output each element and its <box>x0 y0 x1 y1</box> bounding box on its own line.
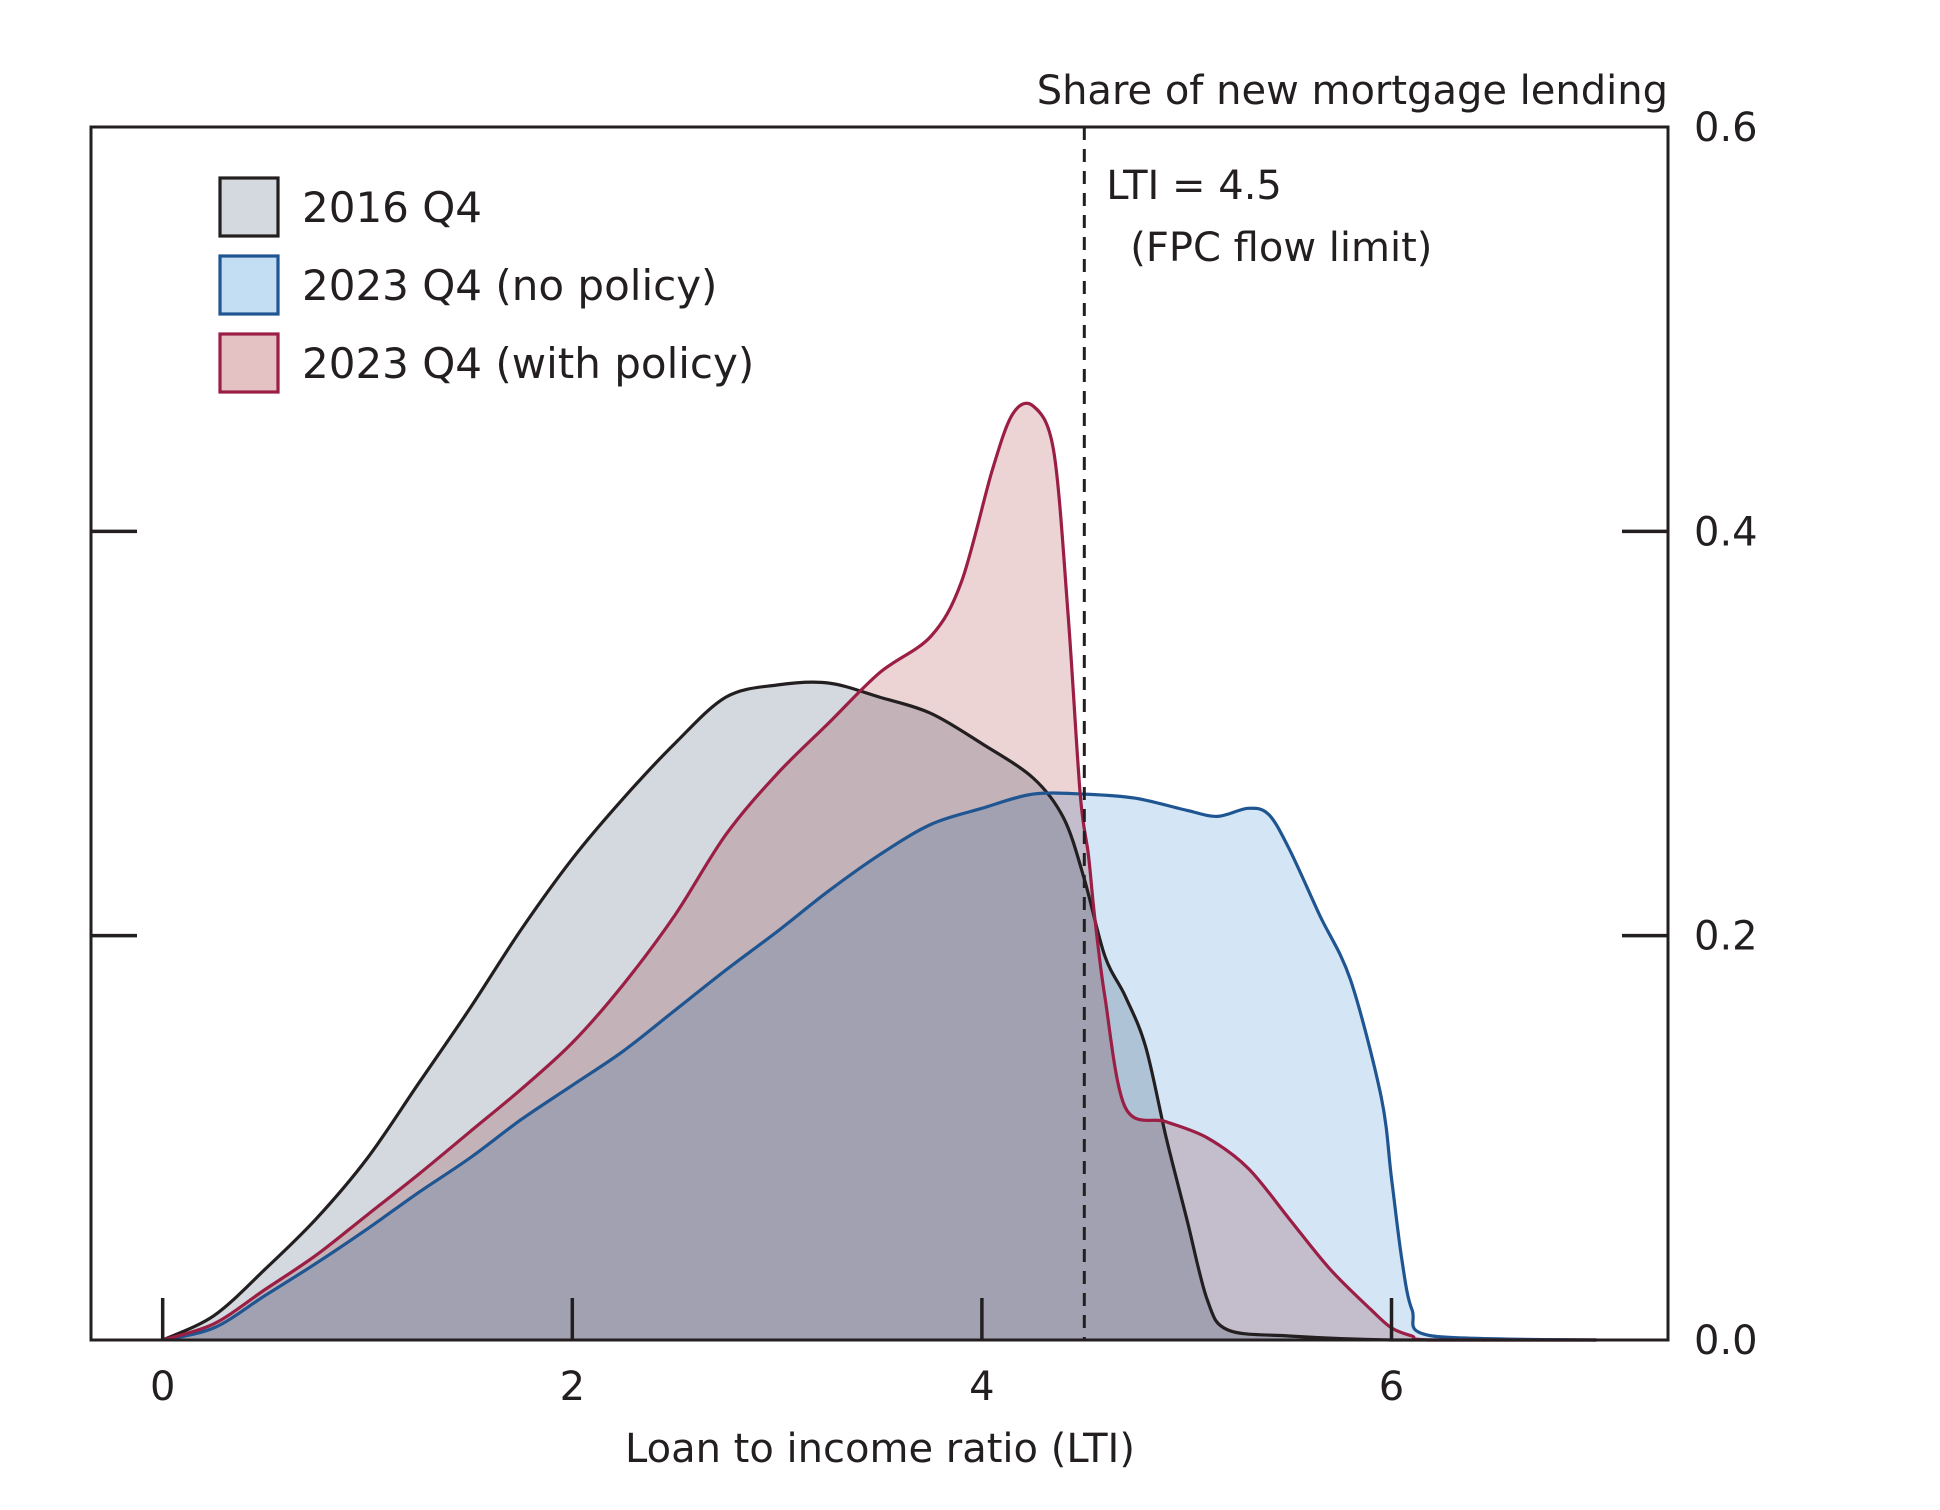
legend-label-2023-q4-no-policy: 2023 Q4 (no policy) <box>302 261 717 310</box>
lti-limit-label-detail: (FPC flow limit) <box>1130 225 1432 271</box>
x-tick-label: 0 <box>150 1364 175 1410</box>
series-line-2023-q4-no-policy <box>162 791 1597 1342</box>
series-line-2016-q4 <box>162 680 1597 1342</box>
legend-label-2016-q4: 2016 Q4 <box>302 183 482 232</box>
y-tick-label: 0.0 <box>1694 1318 1758 1364</box>
lti-limit-label: LTI = 4.5 <box>1106 163 1282 209</box>
legend-swatch-2023-q4-with-policy <box>218 332 280 394</box>
y-axis-title: Share of new mortgage lending <box>1037 68 1668 114</box>
x-tick-label: 4 <box>969 1364 994 1410</box>
series-areas <box>162 403 1597 1340</box>
x-axis-title: Loan to income ratio (LTI) <box>625 1426 1135 1472</box>
series-lines <box>162 401 1597 1342</box>
y-tick-label: 0.4 <box>1694 509 1758 555</box>
legend-swatch-2023-q4-no-policy <box>218 254 280 316</box>
x-tick-label: 6 <box>1379 1364 1404 1410</box>
y-tick-label: 0.6 <box>1694 105 1758 151</box>
x-tick-label: 2 <box>560 1364 585 1410</box>
legend-swatch-2016-q4 <box>218 176 280 238</box>
legend: 2016 Q4 2023 Q4 (no policy) 2023 Q4 (with … <box>218 176 754 394</box>
series-area-2023-q4-with-policy <box>162 403 1597 1340</box>
legend-label-2023-q4-with-policy: 2023 Q4 (with policy) <box>302 339 754 388</box>
y-tick-label: 0.2 <box>1694 914 1758 960</box>
plot-frame <box>89 125 1670 1342</box>
axis-ticks: 0 2 4 6 0.0 0.2 0.4 0.6 <box>91 105 1758 1410</box>
series-line-2023-q4-with-policy <box>162 401 1597 1342</box>
